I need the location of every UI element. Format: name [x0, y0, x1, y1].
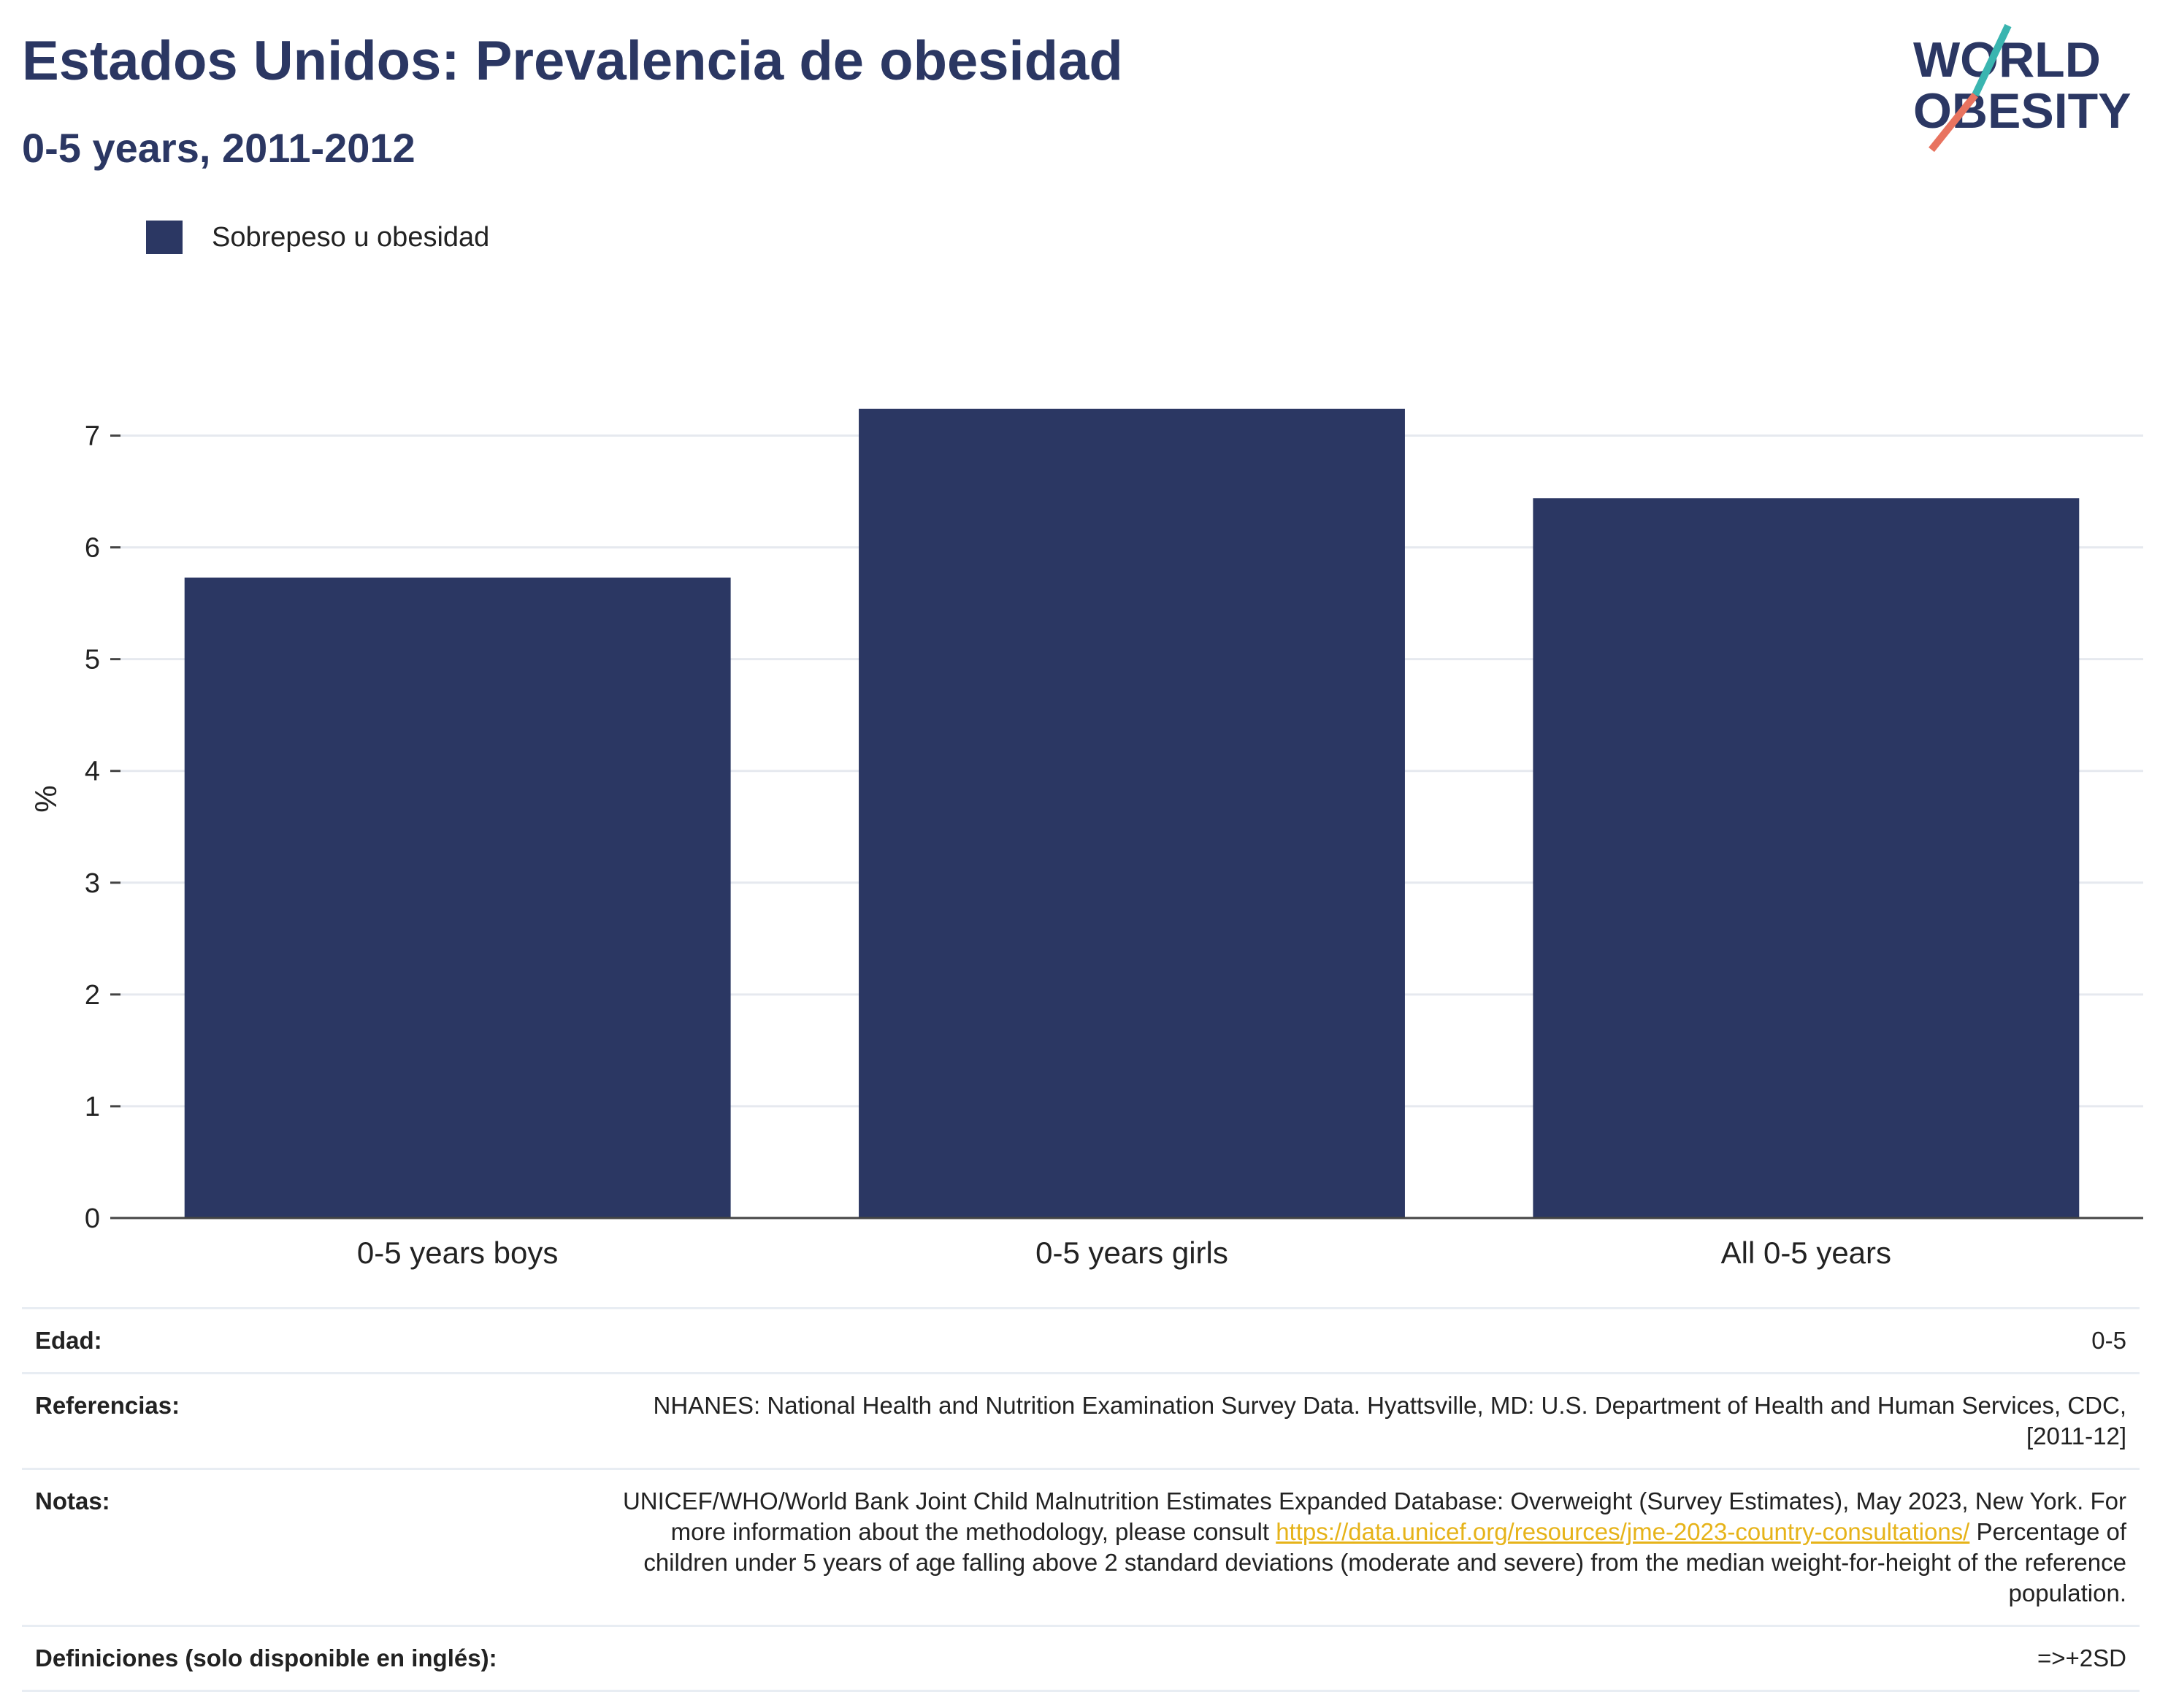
info-row-references: Referencias: NHANES: National Health and…	[22, 1372, 2140, 1470]
info-row-age: Edad: 0-5	[22, 1307, 2140, 1374]
notes-value: UNICEF/WHO/World Bank Joint Child Malnut…	[603, 1468, 2140, 1627]
info-row-notes: Notas: UNICEF/WHO/World Bank Joint Child…	[22, 1468, 2140, 1627]
bar	[184, 577, 731, 1218]
y-tick-label: 2	[85, 980, 100, 1011]
y-tick-label: 5	[85, 645, 100, 675]
references-value: NHANES: National Health and Nutrition Ex…	[603, 1372, 2140, 1470]
x-category-label: 0-5 years boys	[357, 1236, 558, 1270]
x-category-label: 0-5 years girls	[1035, 1236, 1228, 1270]
page-title: Estados Unidos: Prevalencia de obesidad	[22, 30, 1123, 92]
x-category-label: All 0-5 years	[1721, 1236, 1891, 1270]
notes-text-1: UNICEF/WHO/World Bank Joint Child Malnut…	[622, 1487, 2126, 1545]
logo-word-world: WORLD	[1913, 32, 2101, 88]
age-value: 0-5	[603, 1307, 2140, 1374]
y-tick-label: 6	[85, 533, 100, 564]
bar	[859, 408, 1405, 1218]
y-tick-label: 3	[85, 868, 100, 899]
bar	[1533, 498, 2080, 1218]
notes-label: Notas:	[22, 1468, 603, 1627]
y-axis-label: %	[28, 785, 63, 812]
y-tick-label: 0	[85, 1203, 100, 1234]
legend-label: Sobrepeso u obesidad	[212, 221, 490, 253]
chart-legend: Sobrepeso u obesidad	[146, 219, 489, 256]
logo-slash-coral	[1929, 92, 1978, 153]
world-obesity-logo: WORLD OBESITY	[1913, 23, 2132, 153]
page-subtitle: 0-5 years, 2011-2012	[22, 125, 415, 171]
notes-link[interactable]: https://data.unicef.org/resources/jme-20…	[1276, 1518, 1970, 1545]
info-table: Edad: 0-5 Referencias: NHANES: National …	[22, 1307, 2140, 1692]
age-label: Edad:	[22, 1307, 603, 1374]
definitions-label: Definiciones (solo disponible en inglés)…	[22, 1625, 603, 1692]
notes-text-2: Percentage of children under 5 years of …	[643, 1518, 2126, 1606]
bar-chart: 0 1 2 3 4 5 6 7 0-5 years boys 0-5 years girls All…	[28, 408, 2143, 1270]
logo-slash-teal	[1972, 23, 2012, 97]
legend-swatch	[146, 221, 183, 254]
info-row-definitions: Definiciones (solo disponible en inglés)…	[22, 1625, 2140, 1692]
y-tick-label: 7	[85, 421, 100, 452]
references-label: Referencias:	[22, 1372, 603, 1470]
y-tick-label: 4	[85, 757, 100, 787]
definitions-value: =>+2SD	[603, 1625, 2140, 1692]
y-tick-label: 1	[85, 1092, 100, 1122]
